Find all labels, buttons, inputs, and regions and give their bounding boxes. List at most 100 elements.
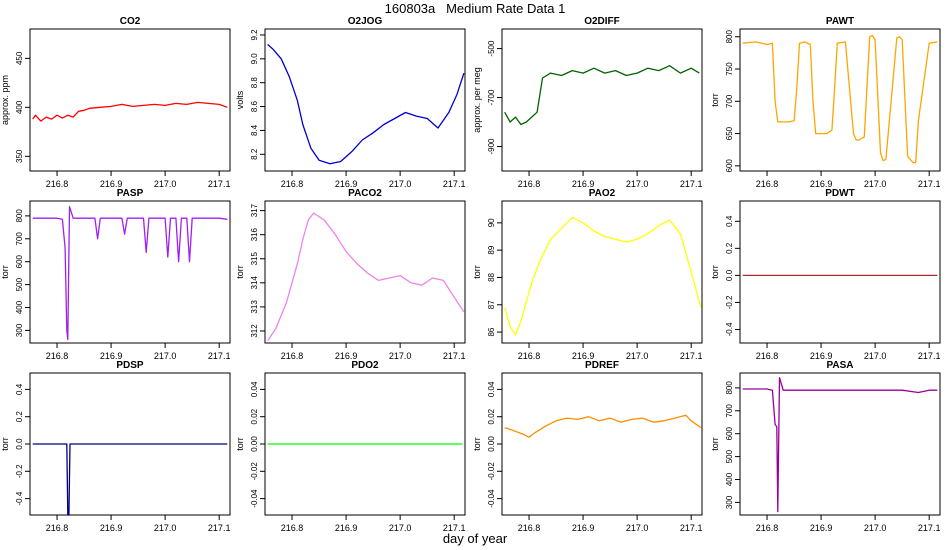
y-tick-label-pdwt: 0.2 — [725, 242, 734, 254]
y-axis-label-paco2: torr — [235, 265, 245, 279]
y-tick-label-pasp: 500 — [15, 277, 24, 291]
y-tick-label-pdsp: -0.4 — [15, 491, 24, 505]
y-tick-label-pdo2: -0.04 — [250, 489, 259, 508]
x-tick-label-pdsp: 216.8 — [46, 523, 69, 533]
y-tick-label-pasa: 800 — [725, 381, 734, 395]
y-axis-label-pao2: torr — [472, 265, 482, 279]
series-line-pasa — [742, 376, 938, 513]
y-tick-label-pdref: 0.04 — [487, 381, 496, 397]
y-tick-label-pdsp: -0.2 — [15, 464, 24, 478]
y-tick-label-paco2: 313 — [250, 300, 259, 314]
y-axis-label-pdwt: torr — [710, 265, 720, 279]
x-tick-label-pasp: 216.8 — [46, 351, 69, 361]
panel-frame-pao2 — [501, 200, 703, 344]
x-tick-label-pdo2: 217.1 — [443, 523, 466, 533]
panel-title-pdsp: PDSP — [116, 360, 144, 371]
y-tick-label-pasp: 800 — [15, 209, 24, 223]
y-tick-label-pao2: 86 — [487, 327, 496, 336]
x-tick-label-paco2: 216.9 — [335, 351, 358, 361]
x-tick-label-pdwt: 217.0 — [864, 351, 887, 361]
y-tick-label-co2: 350 — [15, 149, 24, 163]
series-line-pdsp — [32, 443, 228, 516]
x-tick-label-pawt: 216.9 — [810, 179, 833, 189]
y-axis-label-co2: approx. ppm — [0, 75, 10, 125]
x-tick-label-pdwt: 217.1 — [918, 351, 941, 361]
x-tick-label-o2jog: 216.8 — [281, 179, 304, 189]
figure-x-axis-label: day of year — [442, 531, 508, 546]
panel-title-pawt: PAWT — [826, 16, 854, 27]
panel-pasa: PASA torr 216.8 216.9 217.0 217.1 300 400 500 600… — [710, 360, 941, 533]
y-tick-label-paco2: 316 — [250, 227, 259, 241]
x-tick-label-pasa: 216.8 — [756, 523, 779, 533]
panel-title-pasp: PASP — [117, 188, 144, 199]
panel-title-o2jog: O2JOG — [348, 16, 383, 27]
x-tick-label-co2: 216.9 — [100, 179, 123, 189]
panel-title-pasa: PASA — [826, 360, 853, 371]
x-tick-label-pasp: 217.1 — [208, 351, 231, 361]
x-tick-label-o2diff: 217.0 — [626, 179, 649, 189]
x-tick-label-pdo2: 216.9 — [335, 523, 358, 533]
panel-frame-pdwt — [739, 200, 941, 344]
panel-frame-pdref — [501, 372, 703, 516]
y-tick-label-pdref: 0.00 — [487, 436, 496, 452]
panel-pawt: PAWT torr 216.8 216.9 217.0 217.1 600 650 700 750… — [710, 16, 941, 189]
panel-title-pdref: PDREF — [585, 360, 619, 371]
panel-co2: CO2 approx. ppm 216.8 216.9 217.0 217.1 350 400… — [0, 16, 231, 189]
y-tick-label-pasp: 300 — [15, 323, 24, 337]
panel-title-pdwt: PDWT — [825, 188, 854, 199]
panel-frame-co2 — [29, 28, 231, 172]
x-tick-label-o2jog: 217.0 — [389, 179, 412, 189]
x-tick-label-pdo2: 216.8 — [281, 523, 304, 533]
x-tick-label-pawt: 217.1 — [918, 179, 941, 189]
y-tick-label-pdref: -0.02 — [487, 462, 496, 481]
panel-pao2: PAO2 torr 216.8 216.9 217.0 217.1 86 87 88 89 90 — [472, 188, 703, 361]
panel-frame-o2diff — [501, 28, 703, 172]
y-tick-label-pawt: 800 — [725, 30, 734, 44]
panel-pdsp: PDSP torr 216.8 216.9 217.0 217.1 -0.4 -0.2 0.0 0… — [0, 360, 231, 533]
x-tick-label-o2diff: 216.9 — [572, 179, 595, 189]
panel-title-pao2: PAO2 — [589, 188, 616, 199]
x-tick-label-pasa: 217.1 — [918, 523, 941, 533]
y-tick-label-pdwt: 0.4 — [725, 215, 734, 227]
panel-pdref: PDREF torr 216.8 216.9 217.0 217.1 -0.04 -0.02 0… — [472, 360, 703, 533]
x-tick-label-paco2: 217.1 — [443, 351, 466, 361]
x-tick-label-co2: 217.0 — [154, 179, 177, 189]
y-tick-label-pao2: 87 — [487, 300, 496, 309]
series-line-co2 — [32, 101, 228, 122]
x-tick-label-pdwt: 216.8 — [756, 351, 779, 361]
x-tick-label-o2jog: 217.1 — [443, 179, 466, 189]
x-tick-label-pao2: 217.0 — [626, 351, 649, 361]
x-tick-label-co2: 216.8 — [46, 179, 69, 189]
series-line-pdref — [504, 414, 702, 438]
y-tick-label-pasp: 600 — [15, 254, 24, 268]
y-tick-label-pawt: 600 — [725, 159, 734, 173]
panel-pdwt: PDWT torr 216.8 216.9 217.0 217.1 -0.4 -0.2 0.0 0… — [710, 188, 941, 361]
x-tick-label-pdsp: 217.1 — [208, 523, 231, 533]
y-tick-label-co2: 450 — [15, 51, 24, 65]
x-tick-label-pao2: 217.1 — [680, 351, 703, 361]
panel-frame-o2jog — [264, 28, 466, 172]
y-tick-label-o2jog: 8.2 — [250, 148, 259, 160]
x-tick-label-pdref: 217.1 — [680, 523, 703, 533]
series-line-pao2 — [504, 216, 702, 336]
x-tick-label-pdref: 217.0 — [626, 523, 649, 533]
y-axis-label-pdref: torr — [472, 437, 482, 451]
panel-frame-pawt — [739, 28, 941, 172]
y-tick-label-pasp: 400 — [15, 300, 24, 314]
y-tick-label-pdref: -0.04 — [487, 489, 496, 508]
panel-title-pdo2: PDO2 — [351, 360, 379, 371]
y-tick-label-pao2: 88 — [487, 272, 496, 281]
x-tick-label-paco2: 217.0 — [389, 351, 412, 361]
x-tick-label-pao2: 216.8 — [518, 351, 541, 361]
y-tick-label-pdo2: 0.04 — [250, 381, 259, 397]
series-line-o2jog — [267, 44, 465, 165]
y-tick-label-pasp: 700 — [15, 232, 24, 246]
x-tick-label-pao2: 216.9 — [572, 351, 595, 361]
panel-frame-pasp — [29, 200, 231, 344]
x-tick-label-o2diff: 217.1 — [680, 179, 703, 189]
panel-pasp: PASP torr 216.8 216.9 217.0 217.1 300 400 500 600… — [0, 188, 231, 361]
x-tick-label-o2jog: 216.9 — [335, 179, 358, 189]
y-axis-label-pasa: torr — [710, 437, 720, 451]
y-tick-label-pasa: 300 — [725, 495, 734, 509]
